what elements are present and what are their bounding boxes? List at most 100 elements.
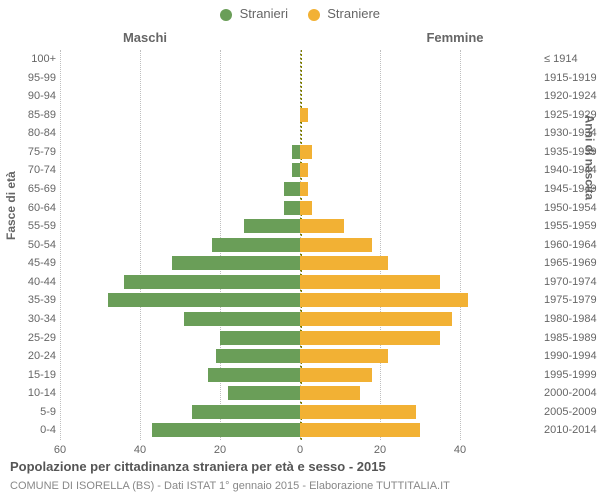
- legend-label-female: Straniere: [327, 6, 380, 21]
- birth-year-label: 1975-1979: [544, 291, 600, 310]
- bar-male: [284, 182, 300, 196]
- legend-swatch-female: [308, 9, 320, 21]
- birth-year-label: 1985-1989: [544, 329, 600, 348]
- birth-year-label: 1920-1924: [544, 87, 600, 106]
- bar-male: [152, 423, 300, 437]
- bar-male: [292, 145, 300, 159]
- age-label: 10-14: [12, 384, 56, 403]
- bar-male: [220, 331, 300, 345]
- birth-year-label: 1945-1949: [544, 180, 600, 199]
- birth-year-label: 1925-1929: [544, 106, 600, 125]
- age-label: 55-59: [12, 217, 56, 236]
- birth-year-label: 1990-1994: [544, 347, 600, 366]
- age-row: 10-142000-2004: [60, 384, 540, 403]
- age-row: 90-941920-1924: [60, 87, 540, 106]
- birth-year-label: 1940-1944: [544, 161, 600, 180]
- bar-female: [300, 293, 468, 307]
- bar-male: [244, 219, 300, 233]
- birth-year-label: 1950-1954: [544, 199, 600, 218]
- x-tick-label: 0: [297, 444, 303, 456]
- bar-male: [228, 386, 300, 400]
- age-row: 20-241990-1994: [60, 347, 540, 366]
- age-label: 20-24: [12, 347, 56, 366]
- x-tick-label: 20: [214, 444, 226, 456]
- age-label: 100+: [12, 50, 56, 69]
- birth-year-label: 2005-2009: [544, 403, 600, 422]
- bar-female: [300, 349, 388, 363]
- bar-male: [172, 256, 300, 270]
- age-label: 65-69: [12, 180, 56, 199]
- legend-item-female: Straniere: [308, 6, 380, 21]
- age-label: 30-34: [12, 310, 56, 329]
- age-label: 25-29: [12, 329, 56, 348]
- age-label: 80-84: [12, 124, 56, 143]
- age-label: 90-94: [12, 87, 56, 106]
- birth-year-label: 1965-1969: [544, 254, 600, 273]
- bar-female: [300, 145, 312, 159]
- bar-male: [292, 163, 300, 177]
- age-row: 50-541960-1964: [60, 236, 540, 255]
- plot-area: 60402002040100+≤ 191495-991915-191990-94…: [60, 50, 540, 440]
- x-tick-label: 20: [374, 444, 386, 456]
- age-label: 45-49: [12, 254, 56, 273]
- age-row: 0-42010-2014: [60, 421, 540, 440]
- age-row: 60-641950-1954: [60, 199, 540, 218]
- x-tick-label: 40: [454, 444, 466, 456]
- legend-swatch-male: [220, 9, 232, 21]
- age-row: 30-341980-1984: [60, 310, 540, 329]
- age-row: 25-291985-1989: [60, 329, 540, 348]
- age-label: 70-74: [12, 161, 56, 180]
- birth-year-label: 1915-1919: [544, 69, 600, 88]
- bar-female: [300, 331, 440, 345]
- birth-year-label: 2000-2004: [544, 384, 600, 403]
- age-label: 35-39: [12, 291, 56, 310]
- legend-item-male: Stranieri: [220, 6, 288, 21]
- age-row: 75-791935-1939: [60, 143, 540, 162]
- age-label: 15-19: [12, 366, 56, 385]
- bar-male: [184, 312, 300, 326]
- birth-year-label: 1980-1984: [544, 310, 600, 329]
- age-row: 15-191995-1999: [60, 366, 540, 385]
- bar-female: [300, 219, 344, 233]
- bar-female: [300, 275, 440, 289]
- male-side-title: Maschi: [0, 30, 290, 45]
- age-row: 40-441970-1974: [60, 273, 540, 292]
- bar-female: [300, 312, 452, 326]
- birth-year-label: ≤ 1914: [544, 50, 600, 69]
- population-pyramid-chart: Stranieri Straniere Maschi Femmine Fasce…: [0, 0, 600, 500]
- age-row: 55-591955-1959: [60, 217, 540, 236]
- legend-label-male: Stranieri: [240, 6, 288, 21]
- age-row: 85-891925-1929: [60, 106, 540, 125]
- bar-female: [300, 423, 420, 437]
- bar-male: [108, 293, 300, 307]
- age-label: 60-64: [12, 199, 56, 218]
- age-row: 70-741940-1944: [60, 161, 540, 180]
- bar-male: [124, 275, 300, 289]
- female-side-title: Femmine: [310, 30, 600, 45]
- bar-female: [300, 182, 308, 196]
- age-label: 0-4: [12, 421, 56, 440]
- age-row: 45-491965-1969: [60, 254, 540, 273]
- bar-female: [300, 405, 416, 419]
- age-label: 40-44: [12, 273, 56, 292]
- x-tick-label: 60: [54, 444, 66, 456]
- bar-male: [192, 405, 300, 419]
- bar-male: [284, 201, 300, 215]
- birth-year-label: 1955-1959: [544, 217, 600, 236]
- legend: Stranieri Straniere: [0, 6, 600, 21]
- bar-male: [212, 238, 300, 252]
- age-label: 5-9: [12, 403, 56, 422]
- bar-female: [300, 368, 372, 382]
- age-row: 35-391975-1979: [60, 291, 540, 310]
- birth-year-label: 1970-1974: [544, 273, 600, 292]
- birth-year-label: 2010-2014: [544, 421, 600, 440]
- birth-year-label: 1995-1999: [544, 366, 600, 385]
- birth-year-label: 1960-1964: [544, 236, 600, 255]
- chart-subcaption: COMUNE DI ISORELLA (BS) - Dati ISTAT 1° …: [10, 480, 450, 492]
- age-label: 95-99: [12, 69, 56, 88]
- bar-male: [208, 368, 300, 382]
- age-row: 80-841930-1934: [60, 124, 540, 143]
- bar-female: [300, 108, 308, 122]
- birth-year-label: 1930-1934: [544, 124, 600, 143]
- age-label: 75-79: [12, 143, 56, 162]
